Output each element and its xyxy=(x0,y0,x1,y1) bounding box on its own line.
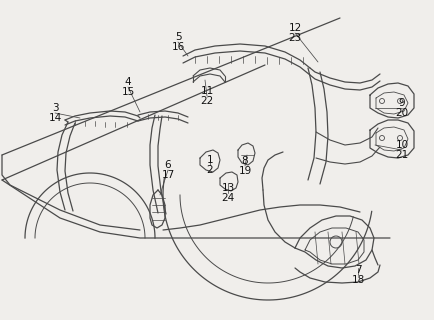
Text: 11: 11 xyxy=(201,86,214,96)
Text: 23: 23 xyxy=(288,33,302,43)
Text: 17: 17 xyxy=(161,170,174,180)
Text: 2: 2 xyxy=(207,165,214,175)
Text: 10: 10 xyxy=(395,140,408,150)
Text: 15: 15 xyxy=(122,87,135,97)
Text: 18: 18 xyxy=(352,275,365,285)
Text: 1: 1 xyxy=(207,155,214,165)
Text: 22: 22 xyxy=(201,96,214,106)
Text: 12: 12 xyxy=(288,23,302,33)
Text: 14: 14 xyxy=(48,113,62,123)
Text: 4: 4 xyxy=(125,77,132,87)
Text: 24: 24 xyxy=(221,193,235,203)
Text: 13: 13 xyxy=(221,183,235,193)
Text: 19: 19 xyxy=(238,166,252,176)
Text: 20: 20 xyxy=(395,108,408,118)
Text: 16: 16 xyxy=(171,42,184,52)
Text: 7: 7 xyxy=(355,265,362,275)
Text: 21: 21 xyxy=(395,150,409,160)
Text: 5: 5 xyxy=(175,32,181,42)
Text: 9: 9 xyxy=(399,98,405,108)
Text: 3: 3 xyxy=(52,103,58,113)
Text: 6: 6 xyxy=(164,160,171,170)
Text: 8: 8 xyxy=(242,156,248,166)
